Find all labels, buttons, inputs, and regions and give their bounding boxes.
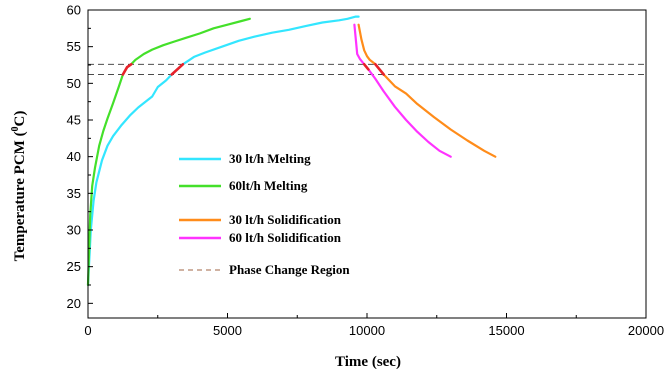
- x-tick-label: 10000: [349, 323, 385, 338]
- legend-label-30-solidification: 30 lt/h Solidification: [229, 212, 342, 227]
- phase-highlight-30-solidification: [374, 63, 386, 76]
- y-tick-label: 30: [67, 223, 81, 238]
- phase-highlight-60-melting: [121, 63, 133, 76]
- x-tick-label: 15000: [488, 323, 524, 338]
- highlight-segments: [121, 63, 386, 76]
- legend-label-30-melting: 30 lt/h Melting: [229, 151, 311, 166]
- series-line-30-solidification: [357, 23, 497, 158]
- legend-label-60-solidification: 60 lt/h Solidification: [229, 230, 342, 245]
- y-tick-label: 60: [67, 3, 81, 18]
- y-tick-label: 50: [67, 76, 81, 91]
- y-axis-title-main: Temperature PCM (: [12, 131, 28, 261]
- x-ticks: 0 5000 10000 15000 20000: [84, 313, 664, 338]
- y-tick-label: 20: [67, 296, 81, 311]
- y-ticks: 20 25 30 35 40 45 50 55 60: [67, 3, 93, 311]
- series-line-60-melting: [86, 17, 251, 287]
- y-tick-label: 45: [67, 113, 81, 128]
- phase-highlight-30-melting: [170, 63, 185, 76]
- x-tick-label: 20000: [628, 323, 664, 338]
- y-tick-label: 35: [67, 186, 81, 201]
- y-axis-title-sup: 0: [10, 126, 21, 131]
- series-line-60-solidification: [353, 23, 452, 158]
- y-tick-label: 55: [67, 39, 81, 54]
- legend-label-60-melting: 60lt/h Melting: [229, 178, 308, 193]
- phase-highlight-60-solidification: [362, 63, 370, 71]
- x-axis-title: Time (sec): [335, 354, 401, 370]
- legend-label-phase-change: Phase Change Region: [229, 262, 350, 277]
- y-tick-label: 25: [67, 259, 81, 274]
- x-tick-label: 5000: [213, 323, 242, 338]
- y-axis-title: Temperature PCM (0C): [10, 111, 28, 262]
- legend: 30 lt/h Melting 60lt/h Melting 30 lt/h S…: [179, 151, 350, 277]
- phase-change-lines: [88, 63, 646, 75]
- y-axis-title-tail: C): [12, 111, 28, 127]
- x-tick-label: 0: [84, 323, 91, 338]
- y-tick-label: 40: [67, 149, 81, 164]
